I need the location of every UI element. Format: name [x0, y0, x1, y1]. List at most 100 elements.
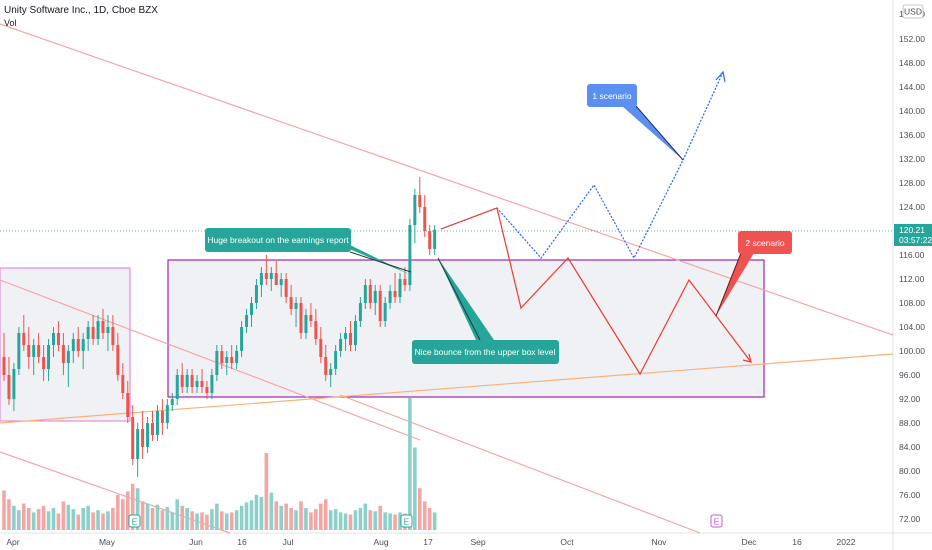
- candle-body: [240, 327, 244, 351]
- candle-body: [235, 351, 239, 363]
- candle-body: [215, 351, 219, 375]
- volume-bar: [299, 501, 303, 530]
- volume-bar: [254, 494, 259, 530]
- candle-body: [52, 333, 55, 345]
- main-consolidation-box[interactable]: [167, 259, 765, 398]
- price-tick-label: 152.00: [899, 34, 925, 44]
- candle-body: [245, 315, 249, 327]
- volume-bar: [86, 505, 90, 530]
- volume-bar: [12, 505, 16, 530]
- price-tick-label: 136.00: [899, 130, 925, 140]
- volume-bar: [368, 510, 373, 530]
- candle-body: [254, 285, 258, 303]
- earnings-marker-box: [128, 514, 141, 528]
- price-tick-label: 84.00: [899, 442, 921, 452]
- mid-trendline-right[interactable]: [339, 394, 701, 534]
- time-axis[interactable]: Apr May Jun 16 Jul Aug 17 Sep Oct Nov Dec 16 2022: [6, 537, 855, 547]
- volume-bar: [17, 510, 21, 530]
- volume-bar: [358, 508, 363, 530]
- callout-breakout[interactable]: Huge breakout on the earnings report: [205, 228, 412, 275]
- last-price-value: 120.21: [899, 225, 925, 235]
- price-tick-label: 132.00: [899, 154, 925, 164]
- volume-bar: [81, 508, 85, 530]
- volume-bar: [205, 514, 209, 530]
- volume-bar: [185, 508, 189, 530]
- volume-bar: [422, 501, 427, 530]
- candle-body: [304, 315, 308, 333]
- volume-bar: [175, 499, 180, 530]
- volume-bar: [220, 511, 224, 530]
- volume-bar: [418, 488, 422, 530]
- candle-body: [269, 273, 273, 279]
- volume-bar: [239, 505, 244, 530]
- volume-bar: [111, 508, 115, 530]
- candle-body: [324, 357, 328, 375]
- volume-bar: [234, 510, 239, 530]
- price-tick-label: 96.00: [899, 370, 921, 380]
- earnings-marker-3[interactable]: E: [710, 514, 723, 528]
- symbol-title[interactable]: Unity Software Inc., 1D, Cboe BZX: [4, 5, 158, 16]
- volume-bar: [249, 500, 254, 530]
- volume-bar: [26, 508, 31, 530]
- callout-scenario-2-box: [738, 231, 792, 254]
- price-tick-label: 72.00: [899, 514, 921, 524]
- candle-body: [165, 405, 169, 423]
- volume-bar: [66, 504, 71, 530]
- support-trendline[interactable]: [0, 353, 894, 424]
- candle-body: [116, 345, 120, 375]
- mid-trendline-left[interactable]: [0, 279, 421, 441]
- volume-bar: [413, 447, 417, 530]
- callout-scenario-2-text: 2 scenario: [745, 238, 784, 248]
- candle-body: [96, 321, 100, 339]
- candle-body: [413, 195, 417, 225]
- candle-body: [61, 345, 65, 363]
- candle-body: [22, 333, 26, 345]
- volume-bar: [155, 504, 160, 530]
- volume-bar: [378, 505, 382, 530]
- price-tick-label: 128.00: [899, 178, 925, 188]
- callout-scenario-1-pointer: [622, 106, 683, 160]
- candle-body: [284, 279, 288, 297]
- volume-bar: [427, 508, 432, 530]
- candle-body: [289, 297, 293, 309]
- candle-body: [146, 423, 150, 447]
- volume-bar: [125, 491, 130, 530]
- currency-badge[interactable]: USD: [902, 4, 924, 19]
- volume-bar: [106, 511, 110, 530]
- callout-scenario-2[interactable]: 2 scenario: [715, 231, 792, 317]
- price-axis[interactable]: 152.00 148.00 144.00 140.00 136.00 132.00 128.…: [899, 9, 925, 524]
- volume-bar: [309, 512, 313, 530]
- earnings-marker-label: E: [132, 517, 138, 527]
- volume-bar: [91, 512, 95, 530]
- upper-trendline[interactable]: [0, 23, 894, 336]
- candle-body: [195, 381, 199, 387]
- volume-bar: [229, 512, 234, 530]
- candle-body: [86, 327, 90, 339]
- earnings-marker-2[interactable]: E: [400, 514, 413, 528]
- candle-body: [76, 339, 80, 351]
- candle-body: [264, 273, 268, 279]
- volume-bar: [343, 513, 348, 530]
- scenario-2-path[interactable]: [440, 207, 752, 376]
- volume-bar: [56, 513, 61, 530]
- time-tick-label: Jul: [283, 537, 294, 547]
- volume-bar: [195, 513, 199, 530]
- earnings-marker-1[interactable]: E: [128, 514, 141, 528]
- volume-bar: [36, 509, 41, 530]
- candle-body: [388, 291, 392, 303]
- callout-scenario-1[interactable]: 1 scenario: [587, 84, 684, 161]
- candle-body: [71, 339, 75, 351]
- last-price-tag-box: [894, 224, 932, 246]
- volume-bar: [116, 494, 120, 530]
- volume-legend-label[interactable]: Vol: [4, 18, 17, 28]
- volume-bar: [215, 503, 219, 530]
- volume-bar: [76, 514, 81, 530]
- callout-bounce[interactable]: Nice bounce from the upper box level: [412, 257, 559, 364]
- candle-body: [32, 345, 36, 357]
- volume-bar: [323, 499, 328, 530]
- candle-body: [383, 303, 387, 321]
- candle-body: [408, 225, 412, 285]
- volume-bar: [304, 508, 308, 530]
